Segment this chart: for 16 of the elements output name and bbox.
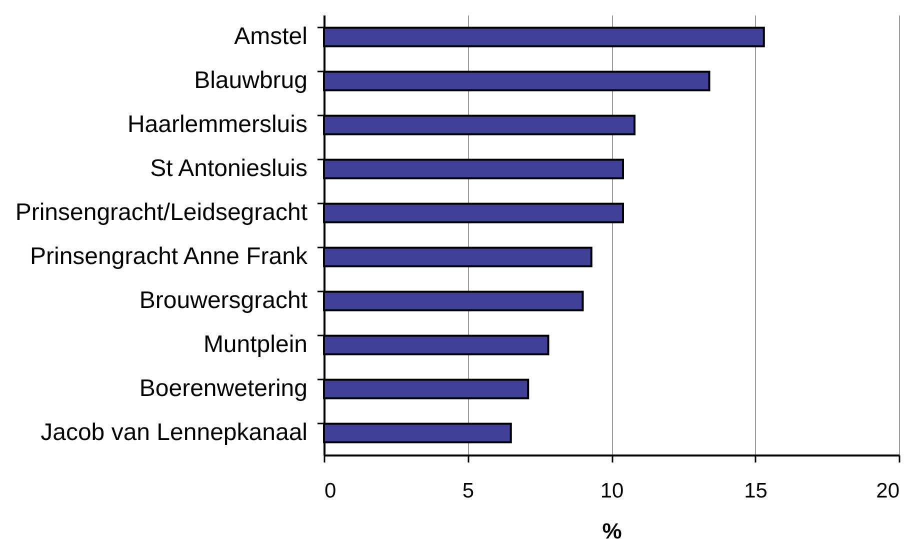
y-tick-label: Jacob van Lennepkanaal	[40, 419, 308, 446]
x-tick-label: 15	[744, 480, 768, 502]
x-tick-label: 10	[600, 480, 624, 502]
y-tick-label: Blauwbrug	[194, 67, 308, 94]
x-tick-label: 20	[876, 480, 900, 502]
y-tick-label: Haarlemmersluis	[127, 111, 308, 138]
y-tick-label: Prinsengracht Anne Frank	[30, 243, 308, 270]
y-tick-label: Amstel	[234, 23, 308, 50]
y-tick-label: St Antoniesluis	[150, 155, 308, 182]
x-tick-label: 0	[324, 480, 336, 502]
y-tick-label: Muntplein	[203, 331, 308, 358]
x-axis-title: %	[602, 518, 622, 539]
y-tick-label: Boerenwetering	[139, 375, 308, 402]
y-tick-label: Prinsengracht/Leidsegracht	[15, 199, 308, 226]
y-tick-label: Brouwersgracht	[139, 287, 308, 314]
x-tick-label: 5	[462, 480, 474, 502]
